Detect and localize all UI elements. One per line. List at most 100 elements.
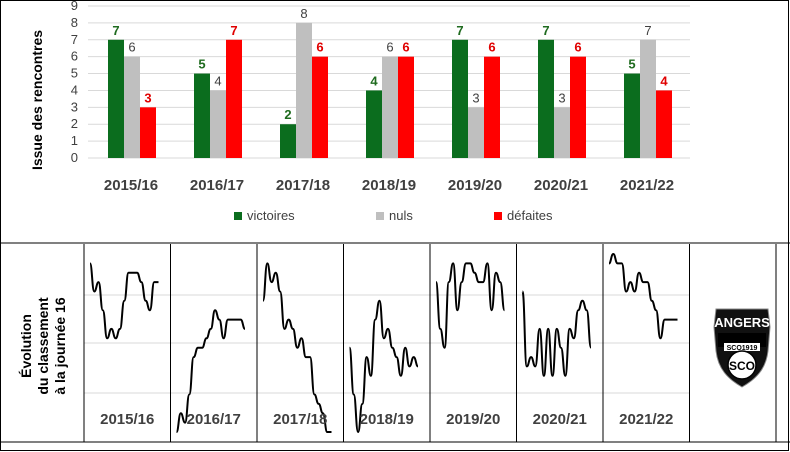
data-label: 2 (284, 107, 291, 122)
legend-label: nuls (389, 208, 413, 223)
ranking-line-2016/17 (175, 309, 246, 433)
y-tick-label: 3 (71, 99, 78, 114)
data-label: 6 (402, 40, 409, 55)
bar-défaites (656, 90, 672, 158)
legend-swatch-défaites (494, 212, 502, 220)
legend-label: victoires (247, 208, 295, 223)
season-label: 2015/16 (100, 411, 154, 428)
legend-label: défaites (507, 208, 553, 223)
category-label: 2018/19 (362, 177, 416, 194)
y-tick-label: 2 (71, 116, 78, 131)
y-tick-label: 7 (71, 32, 78, 47)
data-label: 7 (644, 23, 651, 38)
data-label: 6 (316, 40, 323, 55)
season-label: 2019/20 (446, 411, 500, 428)
ranking-line-2017/18 (262, 262, 332, 433)
bar-victoires (452, 39, 468, 158)
ranking-evolution: Évolutiondu classementà la journée 16 20… (0, 244, 790, 443)
category-label: 2021/22 (620, 177, 674, 194)
category-label: 2017/18 (276, 177, 330, 194)
data-label: 3 (144, 90, 151, 105)
ranking-line-2019/20 (435, 262, 506, 349)
angers-sco-logo: ANGERS SCO1919 SCO (713, 308, 771, 388)
bar-nuls (296, 22, 312, 159)
bar-défaites (140, 107, 156, 158)
y-tick-label: 8 (71, 15, 78, 30)
ranking-y-axis-title-line: du classement (35, 297, 51, 395)
bar-nuls (382, 56, 398, 158)
ranking-y-axis-title-line: à la journée 16 (52, 297, 68, 394)
data-label: 3 (472, 90, 479, 105)
data-label: 8 (300, 6, 307, 21)
bar-gridlines (88, 5, 690, 159)
ranking-y-axis-title-text: Évolutiondu classementà la journée 16 (18, 297, 68, 395)
y-tick-label: 1 (71, 133, 78, 148)
ranking-panels: 2015/16 2016/17 2017/18 2018/19 2019/20 2020/… (0, 244, 790, 443)
data-label: 5 (628, 57, 635, 72)
logo-subtext: SCO1919 (727, 345, 758, 352)
logo-text: ANGERS (714, 315, 770, 330)
data-label: 7 (112, 23, 119, 38)
y-tick-label: 0 (71, 150, 78, 165)
bar-nuls (554, 107, 570, 158)
ranking-line-2018/19 (348, 299, 419, 433)
data-label: 4 (370, 73, 378, 88)
data-label: 7 (542, 23, 549, 38)
bar-nuls (124, 56, 140, 158)
bar-victoires (194, 73, 210, 158)
bar-y-axis-title: Issue des rencontres (29, 30, 45, 170)
bar-y-ticks: 0 1 2 3 45 6 7 8 9 (71, 0, 78, 165)
data-label: 4 (214, 73, 221, 88)
logo-initials: SCO (729, 359, 755, 373)
ranking-y-axis-title: Évolutiondu classementà la journée 16 (18, 297, 68, 395)
legend: victoires nuls défaites (234, 208, 553, 223)
y-tick-label: 4 (71, 82, 78, 97)
data-label: 6 (574, 40, 581, 55)
season-label: 2020/21 (533, 411, 587, 428)
category-label: 2019/20 (448, 177, 502, 194)
category-label: 2016/17 (190, 177, 244, 194)
bar-victoires (280, 124, 296, 158)
bar-victoires (366, 90, 382, 158)
y-tick-label: 9 (71, 0, 78, 13)
bar-défaites (226, 39, 242, 158)
season-label: 2018/19 (360, 411, 414, 428)
bar-défaites (570, 56, 586, 158)
season-label: 2016/17 (187, 411, 241, 428)
bar-nuls (210, 90, 226, 158)
y-tick-label: 5 (71, 66, 78, 81)
bar-category-labels: 2015/16 2016/17 2017/18 2018/19 2019/20 2020/… (104, 177, 674, 194)
season-label: 2021/22 (619, 411, 673, 428)
ranking-line-2021/22 (608, 253, 678, 340)
bar-series (108, 22, 672, 159)
legend-swatch-nuls (376, 212, 384, 220)
data-label: 7 (456, 23, 463, 38)
category-label: 2015/16 (104, 177, 158, 194)
bar-défaites (398, 56, 414, 158)
bar-victoires (538, 39, 554, 158)
bar-nuls (640, 39, 656, 158)
ranking-line-2020/21 (521, 290, 592, 377)
bar-défaites (312, 56, 328, 158)
bar-victoires (624, 73, 640, 158)
data-label: 5 (198, 57, 205, 72)
bar-victoires (108, 39, 124, 158)
bar-nuls (468, 107, 484, 158)
y-tick-label: 6 (71, 49, 78, 64)
season-label: 2017/18 (273, 411, 327, 428)
data-label: 6 (128, 40, 135, 55)
ranking-y-axis-title-line: Évolution (18, 314, 34, 378)
data-label: 6 (386, 40, 393, 55)
data-label: 3 (558, 90, 565, 105)
data-label: 7 (230, 23, 237, 38)
ranking-line-2015/16 (89, 262, 159, 340)
bar-défaites (484, 56, 500, 158)
data-label: 4 (660, 73, 668, 88)
legend-swatch-victoires (234, 212, 242, 220)
data-label: 6 (488, 40, 495, 55)
category-label: 2020/21 (534, 177, 588, 194)
